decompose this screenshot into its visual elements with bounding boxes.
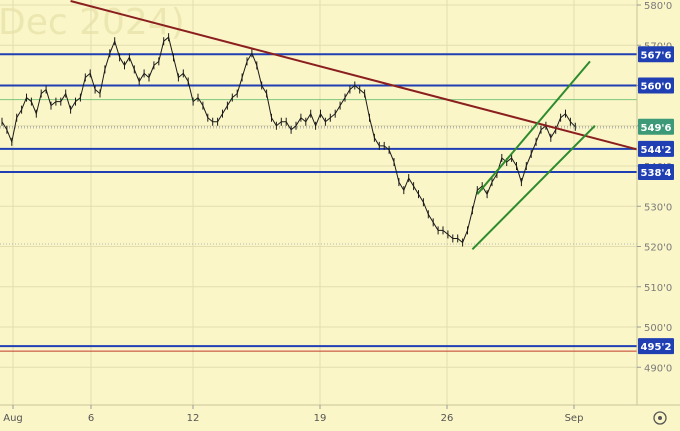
x-tick-label: 26 xyxy=(441,413,454,424)
level-price-label: 560'0 xyxy=(641,82,672,93)
y-tick-label: 520'0 xyxy=(644,243,672,254)
x-tick-label: Aug xyxy=(3,413,23,424)
chart-watermark-title: Dec 2024) xyxy=(0,2,185,43)
x-tick-label: 6 xyxy=(88,413,94,424)
x-tick-label: 12 xyxy=(187,413,200,424)
x-tick-label: Sep xyxy=(565,413,584,424)
level-price-label: 495'2 xyxy=(641,342,672,353)
settings-button[interactable] xyxy=(653,411,667,425)
level-price-badge xyxy=(638,140,674,157)
current-price-badge xyxy=(638,118,674,135)
plot-area xyxy=(0,0,637,405)
y-tick-label: 500'0 xyxy=(644,323,672,334)
y-axis-panel xyxy=(637,0,680,431)
level-price-badge xyxy=(638,77,674,94)
trendline xyxy=(70,0,640,151)
y-tick-label: 490'0 xyxy=(644,363,672,374)
current-price-label: 549'6 xyxy=(641,123,672,134)
y-tick-label: 580'0 xyxy=(644,1,672,12)
price-labels: 567'6 560'0 544'2 538'4 495'2 549'6 xyxy=(638,46,674,355)
level-price-badge xyxy=(638,46,674,63)
level-price-label: 538'4 xyxy=(641,168,672,179)
trendline xyxy=(476,60,591,195)
horizontal-levels xyxy=(0,53,637,352)
level-price-badge xyxy=(638,338,674,355)
x-tick-label: 19 xyxy=(314,413,327,424)
y-tick-label: 510'0 xyxy=(644,283,672,294)
trendline xyxy=(471,125,596,251)
settings-gear-icon[interactable] xyxy=(653,411,667,425)
x-axis-ticks: Aug 6 12 19 26 Sep xyxy=(3,405,583,424)
price-series xyxy=(1,33,576,247)
settings-gear-center xyxy=(658,416,662,420)
level-price-badge xyxy=(638,164,674,181)
level-price-label: 544'2 xyxy=(641,145,672,156)
level-price-label: 567'6 xyxy=(641,50,672,61)
grid-lines xyxy=(0,0,637,405)
price-line xyxy=(1,36,576,244)
y-tick-label: 530'0 xyxy=(644,202,672,213)
trendlines xyxy=(70,0,640,251)
